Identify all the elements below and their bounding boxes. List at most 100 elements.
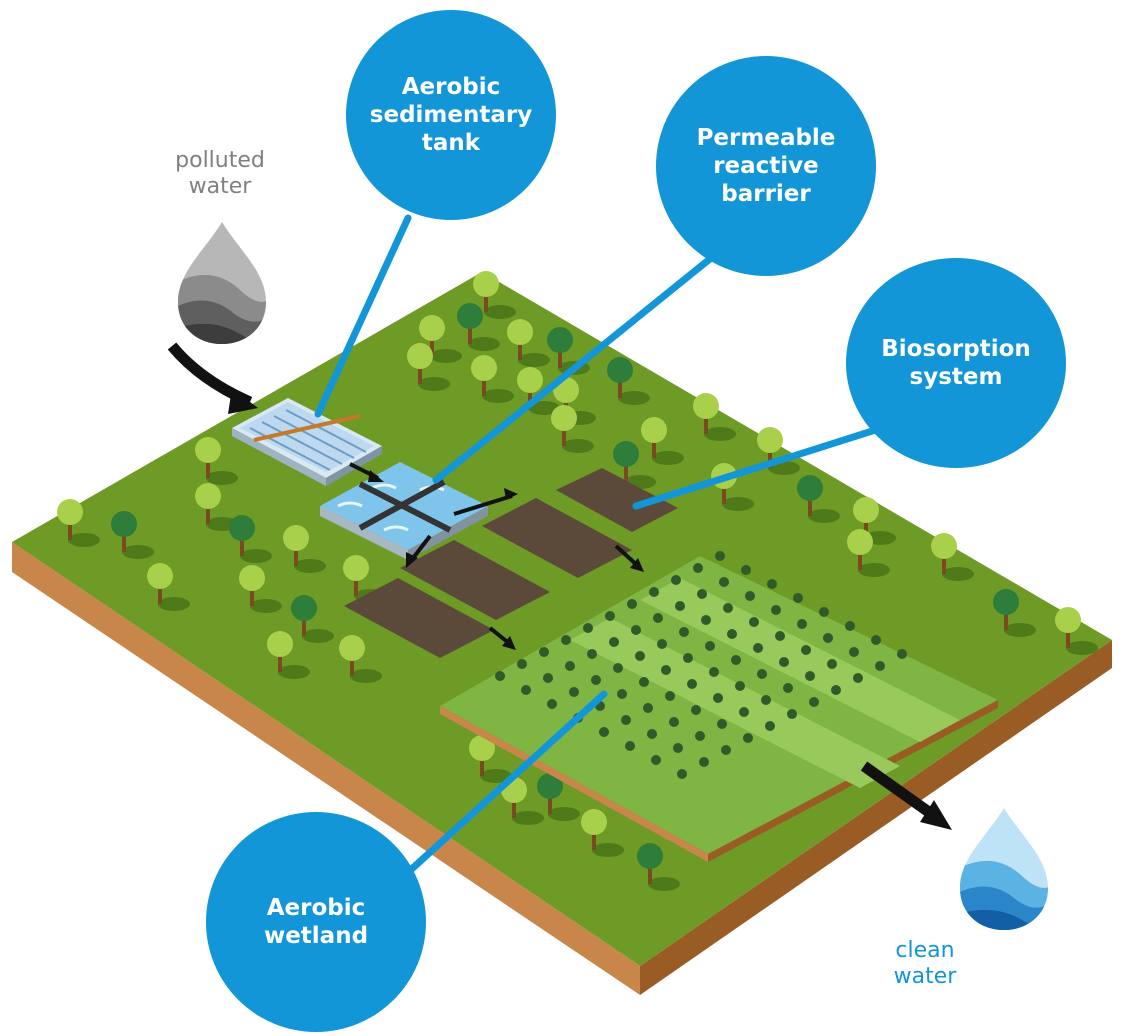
tree-icon <box>195 437 238 485</box>
callout-line: sedimentary <box>369 101 533 128</box>
wetland-plant-icon <box>661 665 671 675</box>
wetland-plant-icon <box>717 719 727 729</box>
wetland-plant-icon <box>643 703 653 713</box>
wetland-plant-icon <box>647 729 657 739</box>
reactive-barrier-illustration <box>320 462 488 560</box>
wetland-plant-icon <box>677 769 687 779</box>
wetland-plant-icon <box>757 669 767 679</box>
wetland-plant-icon <box>715 551 725 561</box>
wetland-plant-icon <box>639 677 649 687</box>
wetland-plant-icon <box>543 673 553 683</box>
wetland-plant-icon <box>605 611 615 621</box>
wetland-plant-icon <box>823 633 833 643</box>
wetland-plant-icon <box>651 755 661 765</box>
wetland-plant-icon <box>875 661 885 671</box>
wetland-plant-icon <box>801 645 811 655</box>
callout-text: Permeable reactive barrier <box>697 124 836 208</box>
wetland-plant-icon <box>727 629 737 639</box>
wetland-plant-icon <box>849 647 859 657</box>
wetland-plant-icon <box>517 659 527 669</box>
wetland-plant-icon <box>831 685 841 695</box>
tree-icon <box>267 631 310 679</box>
wetland-plant-icon <box>653 613 663 623</box>
wetland-plant-icon <box>853 673 863 683</box>
tree-icon <box>847 529 890 577</box>
wetland-plant-icon <box>671 575 681 585</box>
callout-line: wetland <box>263 923 369 949</box>
tree-icon <box>111 511 154 559</box>
callout-text: Aerobic sedimentary tank <box>370 73 532 157</box>
wetland-plant-icon <box>767 579 777 589</box>
tree-icon <box>239 565 282 613</box>
tree-icon <box>581 809 624 857</box>
wetland-plant-icon <box>719 577 729 587</box>
wetland-plant-icon <box>569 687 579 697</box>
polluted-water-label: polluted water <box>150 148 290 201</box>
callout-line: Aerobic <box>401 73 501 100</box>
wetland-plant-icon <box>679 627 689 637</box>
wetland-plant-icon <box>673 743 683 753</box>
wetland-plant-icon <box>705 641 715 651</box>
wetland-plant-icon <box>635 651 645 661</box>
trees-group <box>57 271 1098 891</box>
flow-arrows <box>167 342 952 830</box>
wetland-plant-icon <box>687 679 697 689</box>
wetland-plant-icon <box>721 745 731 755</box>
callout-line: tank <box>421 130 481 157</box>
wetland-plant-icon <box>699 757 709 767</box>
wetland-plant-icon <box>631 625 641 635</box>
wetland-plant-icon <box>609 637 619 647</box>
wetland-plant-icon <box>599 727 609 737</box>
wetland-plant-icon <box>683 653 693 663</box>
wetland-illustration <box>440 551 998 862</box>
wetland-plant-icon <box>665 691 675 701</box>
wetland-plant-icon <box>625 741 635 751</box>
wetland-plant-icon <box>613 663 623 673</box>
wetland-plant-icon <box>723 603 733 613</box>
wetland-plant-icon <box>691 705 701 715</box>
tree-icon <box>419 315 462 363</box>
tree-icon <box>607 357 650 405</box>
wetland-plant-icon <box>775 631 785 641</box>
callout-text: Aerobic wetland <box>264 894 368 950</box>
callout-aerobic-sedimentary-tank: Aerobic sedimentary tank <box>346 10 556 220</box>
tree-icon <box>797 475 840 523</box>
wetland-plant-icon <box>669 717 679 727</box>
wetland-plant-icon <box>713 693 723 703</box>
wetland-plant-icon <box>797 619 807 629</box>
wetland-plant-icon <box>809 697 819 707</box>
wetland-plant-icon <box>845 621 855 631</box>
wetland-plant-icon <box>749 617 759 627</box>
blue-water-drop-icon <box>960 808 1048 930</box>
tree-icon <box>931 533 974 581</box>
tree-icon <box>517 367 560 415</box>
tree-icon <box>993 589 1036 637</box>
polluted-water-line-2: water <box>188 174 252 200</box>
callout-line: Aerobic <box>266 894 366 921</box>
wetland-plant-icon <box>709 667 719 677</box>
wetland-plant-icon <box>649 587 659 597</box>
tree-icon <box>1055 607 1098 655</box>
wetland-plant-icon <box>547 699 557 709</box>
wetland-plant-icon <box>695 731 705 741</box>
tree-icon <box>469 735 512 783</box>
tree-icon <box>291 595 334 643</box>
tree-icon <box>537 773 580 821</box>
callout-line: Biosorption <box>881 335 1031 362</box>
wetland-plant-icon <box>745 591 755 601</box>
clean-water-line-1: clean <box>895 938 955 963</box>
wetland-plant-icon <box>779 657 789 667</box>
wetland-plant-icon <box>591 675 601 685</box>
wetland-plant-icon <box>697 589 707 599</box>
tree-icon <box>473 271 516 319</box>
callout-aerobic-wetland: Aerobic wetland <box>206 812 426 1032</box>
biosorption-beds <box>344 468 678 658</box>
clean-water-line-2: water <box>893 964 957 990</box>
tree-icon <box>283 525 326 573</box>
wetland-plant-icon <box>495 671 505 681</box>
tree-icon <box>457 303 500 351</box>
sedimentary-tank-illustration <box>232 398 382 486</box>
tree-icon <box>637 843 680 891</box>
wetland-plant-icon <box>565 661 575 671</box>
tree-icon <box>229 515 272 563</box>
